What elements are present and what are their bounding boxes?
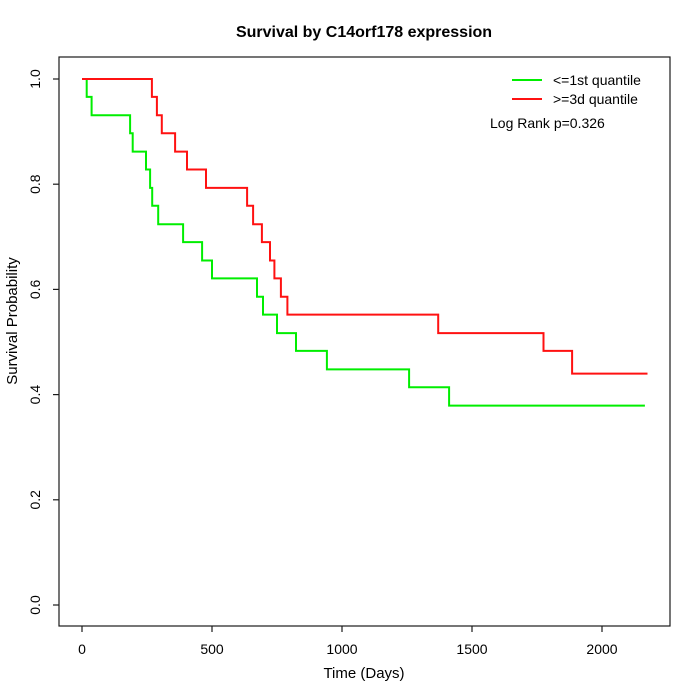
y-tick-label: 0.4 [27, 385, 43, 405]
logrank-annotation: Log Rank p=0.326 [490, 115, 605, 131]
plot-frame [58, 56, 671, 627]
legend: <=1st quantile >=3d quantile Log Rank p=… [490, 72, 641, 131]
y-tick-label: 0.8 [27, 174, 43, 194]
km-curve-low-expression [82, 78, 645, 407]
x-tick-label: 0 [78, 641, 86, 657]
y-tick-label: 0.2 [27, 490, 43, 510]
y-tick-label: 0.6 [27, 279, 43, 299]
x-axis-ticks: 0 500 1000 1500 2000 [78, 626, 618, 657]
km-curve-high-expression [82, 78, 648, 375]
x-tick-label: 1500 [456, 641, 487, 657]
x-axis-label: Time (Days) [323, 665, 404, 682]
y-tick-label: 0.0 [27, 595, 43, 615]
x-tick-label: 1000 [326, 641, 357, 657]
chart-title: Survival by C14orf178 expression [236, 24, 492, 41]
series-lines [82, 78, 648, 407]
legend-label-first-quantile: <=1st quantile [553, 72, 641, 88]
x-tick-label: 500 [200, 641, 224, 657]
x-tick-label: 2000 [586, 641, 617, 657]
y-axis-label: Survival Probability [4, 257, 21, 385]
y-axis-ticks: 0.0 0.2 0.4 0.6 0.8 1.0 [27, 69, 59, 615]
legend-label-third-quantile: >=3d quantile [553, 91, 638, 107]
y-tick-label: 1.0 [27, 69, 43, 89]
